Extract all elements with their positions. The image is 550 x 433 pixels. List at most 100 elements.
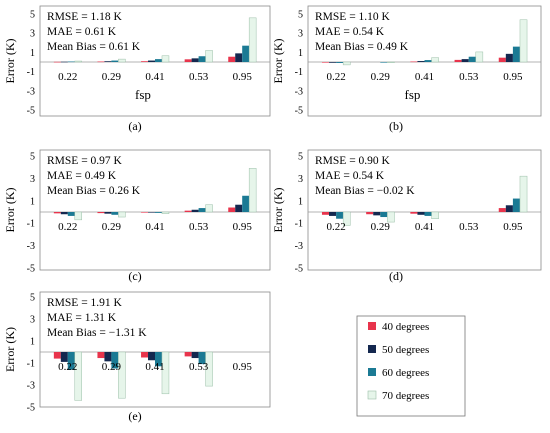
stat-annotation: Mean Bias = −0.02 K bbox=[315, 185, 415, 197]
bar-40-degrees-0.29 bbox=[97, 61, 105, 63]
panel-caption: (a) bbox=[128, 119, 141, 133]
bar-70-degrees-0.29 bbox=[387, 61, 395, 63]
bar-40-degrees-0.29 bbox=[97, 212, 105, 214]
bar-40-degrees-0.95 bbox=[498, 208, 506, 212]
bar-70-degrees-0.22 bbox=[74, 211, 83, 221]
bar-40-degrees-0.41 bbox=[141, 352, 149, 358]
stat-annotation: Mean Bias = 0.49 K bbox=[315, 41, 409, 53]
x-category-label: 0.41 bbox=[415, 71, 434, 83]
bar-40-degrees-0.22 bbox=[321, 62, 330, 63]
bar-40-degrees-0.53 bbox=[454, 59, 462, 62]
bar-60-degrees-0.41 bbox=[155, 352, 162, 367]
y-tick-label: 5 bbox=[30, 152, 35, 163]
bar-40-degrees-0.22 bbox=[53, 61, 61, 63]
x-category-label: 0.41 bbox=[145, 361, 164, 373]
x-category-label: 0.95 bbox=[503, 71, 523, 83]
stat-annotation: MAE = 0.54 K bbox=[315, 26, 385, 38]
legend-swatch-40-degrees bbox=[368, 322, 376, 330]
bar-40-degrees-0.29 bbox=[366, 212, 374, 215]
bar-60-degrees-0.22 bbox=[67, 61, 75, 63]
bar-70-degrees-0.41 bbox=[431, 211, 439, 219]
panel-frame bbox=[39, 291, 271, 408]
x-category-label: 0.22 bbox=[326, 71, 345, 83]
x-category-label: 0.53 bbox=[459, 221, 479, 233]
panel-frame bbox=[39, 149, 271, 271]
y-tick-label: 3 bbox=[30, 315, 35, 326]
y-tick-label: -3 bbox=[27, 86, 35, 97]
x-category-label: 0.53 bbox=[459, 71, 479, 83]
bar-70-degrees-0.95 bbox=[248, 168, 257, 213]
legend-label: 40 degrees bbox=[382, 321, 429, 333]
bar-60-degrees-0.53 bbox=[198, 208, 206, 212]
x-category-label: 0.29 bbox=[102, 221, 122, 233]
stat-annotation: RMSE = 0.90 K bbox=[315, 155, 391, 167]
bar-50-degrees-0.41 bbox=[148, 352, 155, 361]
y-tick-label: 1 bbox=[30, 196, 35, 207]
bar-60-degrees-0.22 bbox=[67, 212, 75, 216]
stat-annotation: MAE = 1.31 K bbox=[47, 312, 117, 324]
bar-70-degrees-0.22 bbox=[74, 351, 83, 401]
bar-50-degrees-0.22 bbox=[329, 62, 337, 63]
y-tick-label: 5 bbox=[298, 152, 303, 163]
y-axis-label: Error (K) bbox=[3, 39, 17, 84]
x-category-label: 0.29 bbox=[371, 71, 391, 83]
x-category-label: 0.95 bbox=[233, 361, 253, 373]
y-tick-label: -1 bbox=[295, 219, 303, 230]
stat-annotation: Mean Bias = 0.61 K bbox=[47, 41, 141, 53]
bar-70-degrees-0.53 bbox=[205, 204, 213, 213]
bar-50-degrees-0.95 bbox=[235, 204, 243, 212]
panel-caption: (c) bbox=[128, 269, 141, 283]
bar-70-degrees-0.22 bbox=[342, 61, 351, 66]
x-category-label: 0.41 bbox=[415, 221, 434, 233]
bar-40-degrees-0.53 bbox=[184, 210, 192, 212]
panel-frame bbox=[307, 5, 542, 117]
y-tick-label: 1 bbox=[30, 48, 35, 59]
bar-40-degrees-0.95 bbox=[498, 57, 506, 62]
bar-40-degrees-0.22 bbox=[321, 212, 330, 215]
bar-60-degrees-0.41 bbox=[424, 212, 432, 216]
bar-60-degrees-0.29 bbox=[111, 60, 119, 62]
y-axis-label: Error (K) bbox=[3, 327, 17, 372]
bar-60-degrees-0.95 bbox=[242, 195, 250, 212]
bar-50-degrees-0.29 bbox=[373, 212, 381, 216]
stat-annotation: RMSE = 1.18 K bbox=[47, 11, 123, 23]
x-category-label: 0.53 bbox=[189, 361, 209, 373]
bar-60-degrees-0.41 bbox=[155, 212, 162, 213]
bar-60-degrees-0.29 bbox=[380, 62, 388, 63]
legend-swatch-50-degrees bbox=[368, 345, 376, 353]
bar-70-degrees-0.22 bbox=[342, 211, 351, 226]
bar-70-degrees-0.95 bbox=[519, 19, 528, 63]
bar-70-degrees-0.29 bbox=[118, 351, 126, 399]
bar-50-degrees-0.29 bbox=[104, 212, 112, 214]
bar-70-degrees-0.29 bbox=[118, 211, 126, 218]
y-tick-label: 5 bbox=[298, 10, 303, 21]
panel-caption: (e) bbox=[128, 409, 141, 423]
bar-70-degrees-0.41 bbox=[161, 351, 170, 395]
bar-70-degrees-0.29 bbox=[118, 58, 126, 63]
y-tick-label: -1 bbox=[295, 67, 303, 78]
stat-annotation: Mean Bias = −1.31 K bbox=[47, 327, 147, 339]
bar-50-degrees-0.41 bbox=[148, 60, 155, 62]
bar-50-degrees-0.53 bbox=[461, 59, 469, 62]
bar-50-degrees-0.53 bbox=[191, 58, 199, 62]
bar-50-degrees-0.41 bbox=[148, 212, 155, 213]
x-category-label: 0.95 bbox=[233, 221, 253, 233]
bar-50-degrees-0.29 bbox=[104, 61, 112, 62]
y-tick-label: -3 bbox=[295, 86, 303, 97]
bar-50-degrees-0.22 bbox=[60, 212, 68, 215]
bar-40-degrees-0.41 bbox=[141, 61, 149, 62]
x-category-label: 0.29 bbox=[102, 361, 122, 373]
y-tick-label: -3 bbox=[27, 241, 35, 252]
bar-40-degrees-0.53 bbox=[184, 59, 192, 62]
x-category-label: 0.41 bbox=[145, 71, 164, 83]
bar-60-degrees-0.22 bbox=[67, 352, 75, 370]
bar-60-degrees-0.53 bbox=[198, 352, 206, 365]
bar-60-degrees-0.29 bbox=[111, 212, 119, 215]
bar-40-degrees-0.29 bbox=[97, 352, 105, 359]
x-category-label: 0.41 bbox=[145, 221, 164, 233]
y-tick-label: -5 bbox=[295, 264, 303, 275]
y-tick-label: -5 bbox=[27, 403, 35, 414]
x-category-label: 0.53 bbox=[189, 221, 209, 233]
bar-40-degrees-0.41 bbox=[410, 61, 418, 63]
